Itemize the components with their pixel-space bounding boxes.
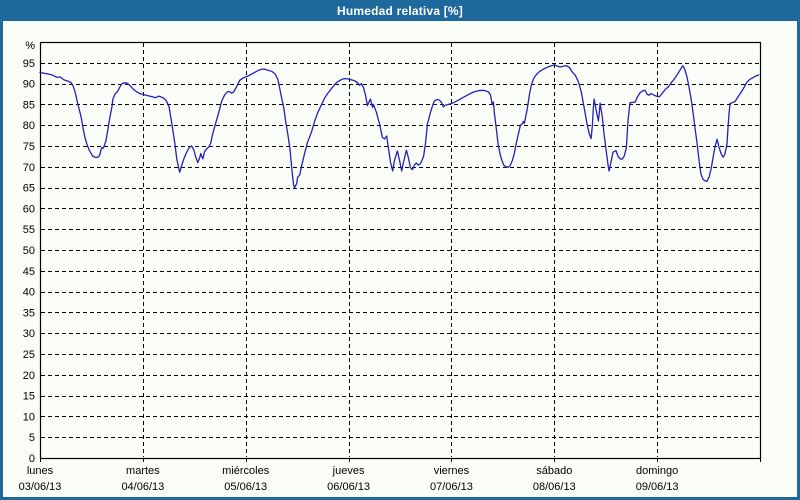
y-tick-label-70: 70 <box>23 162 35 174</box>
y-tick-label-15: 15 <box>23 391 35 403</box>
x-day-name-4: viernes <box>434 465 470 477</box>
humidity-series-line <box>39 64 760 189</box>
y-tick-label-5: 5 <box>29 432 35 444</box>
y-tick-label-65: 65 <box>23 183 35 195</box>
x-day-name-1: martes <box>126 465 160 477</box>
x-day-name-0: lunes <box>27 465 54 477</box>
y-tick-label-40: 40 <box>23 287 35 299</box>
y-tick-label-25: 25 <box>23 349 35 361</box>
y-tick-label-45: 45 <box>23 266 35 278</box>
x-day-date-5: 08/06/13 <box>533 481 576 493</box>
x-day-date-6: 09/06/13 <box>636 481 679 493</box>
x-day-date-1: 04/06/13 <box>121 481 164 493</box>
x-day-name-3: jueves <box>332 465 365 477</box>
y-tick-label-50: 50 <box>23 245 35 257</box>
y-axis-unit-label: % <box>25 40 35 52</box>
x-day-name-6: domingo <box>636 465 678 477</box>
y-tick-label-90: 90 <box>23 79 35 91</box>
x-day-name-5: sábado <box>536 465 572 477</box>
window-title: Humedad relativa [%] <box>336 3 464 18</box>
chart-background <box>3 21 797 497</box>
y-tick-label-20: 20 <box>23 370 35 382</box>
window-title-bar: Humedad relativa [%] <box>0 0 800 21</box>
y-tick-label-0: 0 <box>29 453 35 465</box>
y-tick-label-80: 80 <box>23 120 35 132</box>
y-tick-label-10: 10 <box>23 411 35 423</box>
x-day-date-2: 05/06/13 <box>224 481 267 493</box>
y-tick-label-95: 95 <box>23 58 35 70</box>
x-day-name-2: miércoles <box>222 465 270 477</box>
y-tick-label-75: 75 <box>23 141 35 153</box>
x-day-date-4: 07/06/13 <box>430 481 473 493</box>
y-tick-label-85: 85 <box>23 99 35 111</box>
plot-frame <box>39 41 762 460</box>
x-day-date-0: 03/06/13 <box>19 481 62 493</box>
y-tick-label-35: 35 <box>23 307 35 319</box>
y-tick-label-30: 30 <box>23 328 35 340</box>
x-day-date-3: 06/06/13 <box>327 481 370 493</box>
y-tick-label-60: 60 <box>23 203 35 215</box>
y-tick-label-55: 55 <box>23 224 35 236</box>
